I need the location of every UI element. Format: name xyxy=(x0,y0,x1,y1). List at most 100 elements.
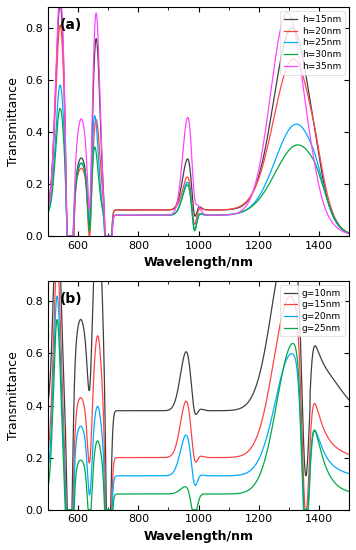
h=25nm xyxy=(242,208,246,214)
g=25nm xyxy=(46,483,50,490)
X-axis label: Wavelength/nm: Wavelength/nm xyxy=(143,530,253,543)
h=35nm xyxy=(347,230,351,237)
g=10nm xyxy=(161,408,165,414)
g=20nm xyxy=(46,465,50,471)
h=25nm xyxy=(226,211,231,218)
g=15nm xyxy=(46,446,50,452)
g=10nm xyxy=(65,507,69,513)
h=35nm xyxy=(65,233,69,239)
g=25nm xyxy=(271,421,275,428)
h=35nm xyxy=(271,74,275,81)
g=25nm xyxy=(161,491,165,497)
g=15nm xyxy=(64,507,68,513)
h=35nm xyxy=(242,205,246,212)
h=15nm xyxy=(46,201,50,207)
Line: h=30nm: h=30nm xyxy=(48,108,349,236)
g=10nm xyxy=(101,314,105,320)
h=20nm xyxy=(242,201,246,207)
h=25nm xyxy=(271,163,275,170)
g=25nm xyxy=(226,491,231,497)
h=30nm xyxy=(161,212,165,218)
g=20nm xyxy=(293,358,298,364)
h=30nm xyxy=(46,209,50,216)
h=15nm xyxy=(101,177,105,184)
h=25nm xyxy=(161,212,165,218)
g=25nm xyxy=(55,316,59,323)
h=15nm xyxy=(65,233,69,239)
h=35nm xyxy=(293,33,298,40)
h=35nm xyxy=(226,212,231,218)
g=10nm xyxy=(293,251,298,258)
Line: h=25nm: h=25nm xyxy=(48,85,349,236)
h=20nm xyxy=(65,233,69,239)
h=35nm xyxy=(46,206,50,212)
g=20nm xyxy=(101,443,105,450)
Line: h=35nm: h=35nm xyxy=(48,0,349,236)
g=10nm xyxy=(52,246,57,252)
g=20nm xyxy=(161,472,165,479)
h=15nm xyxy=(271,102,275,109)
g=15nm xyxy=(226,454,231,461)
g=10nm xyxy=(347,397,351,403)
g=25nm xyxy=(293,345,298,351)
g=25nm xyxy=(347,488,351,495)
g=25nm xyxy=(63,507,67,513)
h=25nm xyxy=(101,206,105,213)
h=15nm xyxy=(226,206,231,213)
Line: h=20nm: h=20nm xyxy=(48,25,349,236)
g=25nm xyxy=(101,470,105,476)
Line: g=25nm: g=25nm xyxy=(48,320,349,510)
h=35nm xyxy=(101,177,105,184)
Line: g=20nm: g=20nm xyxy=(48,296,349,510)
h=15nm xyxy=(293,29,298,35)
g=15nm xyxy=(101,398,105,405)
h=15nm xyxy=(347,230,351,236)
g=20nm xyxy=(242,471,246,477)
g=15nm xyxy=(55,256,59,263)
g=25nm xyxy=(242,489,246,496)
Legend: h=15nm, h=20nm, h=25nm, h=30nm, h=35nm: h=15nm, h=20nm, h=25nm, h=30nm, h=35nm xyxy=(280,12,345,74)
g=10nm xyxy=(226,407,231,414)
Text: (b): (b) xyxy=(60,292,83,306)
g=10nm xyxy=(46,398,50,405)
h=25nm xyxy=(46,208,50,215)
g=20nm xyxy=(64,507,68,513)
g=15nm xyxy=(271,362,275,369)
g=15nm xyxy=(293,305,298,312)
Y-axis label: Transmittance: Transmittance xyxy=(7,351,20,439)
h=30nm xyxy=(226,211,231,218)
h=30nm xyxy=(101,208,105,215)
h=30nm xyxy=(271,174,275,180)
h=25nm xyxy=(347,230,351,236)
h=20nm xyxy=(226,206,231,213)
Line: g=15nm: g=15nm xyxy=(48,260,349,510)
h=20nm xyxy=(58,22,62,29)
h=20nm xyxy=(46,201,50,208)
g=10nm xyxy=(271,299,275,305)
g=10nm xyxy=(242,403,246,410)
h=20nm xyxy=(101,192,105,199)
Y-axis label: Transmittance: Transmittance xyxy=(7,77,20,166)
h=20nm xyxy=(161,207,165,213)
h=30nm xyxy=(293,142,298,148)
g=20nm xyxy=(226,472,231,479)
h=35nm xyxy=(161,212,165,218)
h=20nm xyxy=(271,120,275,127)
g=20nm xyxy=(347,470,351,477)
h=25nm xyxy=(65,233,69,239)
g=20nm xyxy=(271,410,275,416)
h=30nm xyxy=(58,105,62,112)
g=15nm xyxy=(242,451,246,458)
h=15nm xyxy=(58,1,62,8)
h=15nm xyxy=(161,207,165,213)
g=15nm xyxy=(347,451,351,458)
Legend: g=10nm, g=15nm, g=20nm, g=25nm: g=10nm, g=15nm, g=20nm, g=25nm xyxy=(280,285,345,337)
h=30nm xyxy=(65,233,69,239)
X-axis label: Wavelength/nm: Wavelength/nm xyxy=(143,256,253,270)
g=15nm xyxy=(161,454,165,461)
h=20nm xyxy=(293,57,298,63)
Line: h=15nm: h=15nm xyxy=(48,4,349,236)
h=25nm xyxy=(293,121,298,128)
h=20nm xyxy=(347,230,351,236)
h=30nm xyxy=(347,230,351,236)
